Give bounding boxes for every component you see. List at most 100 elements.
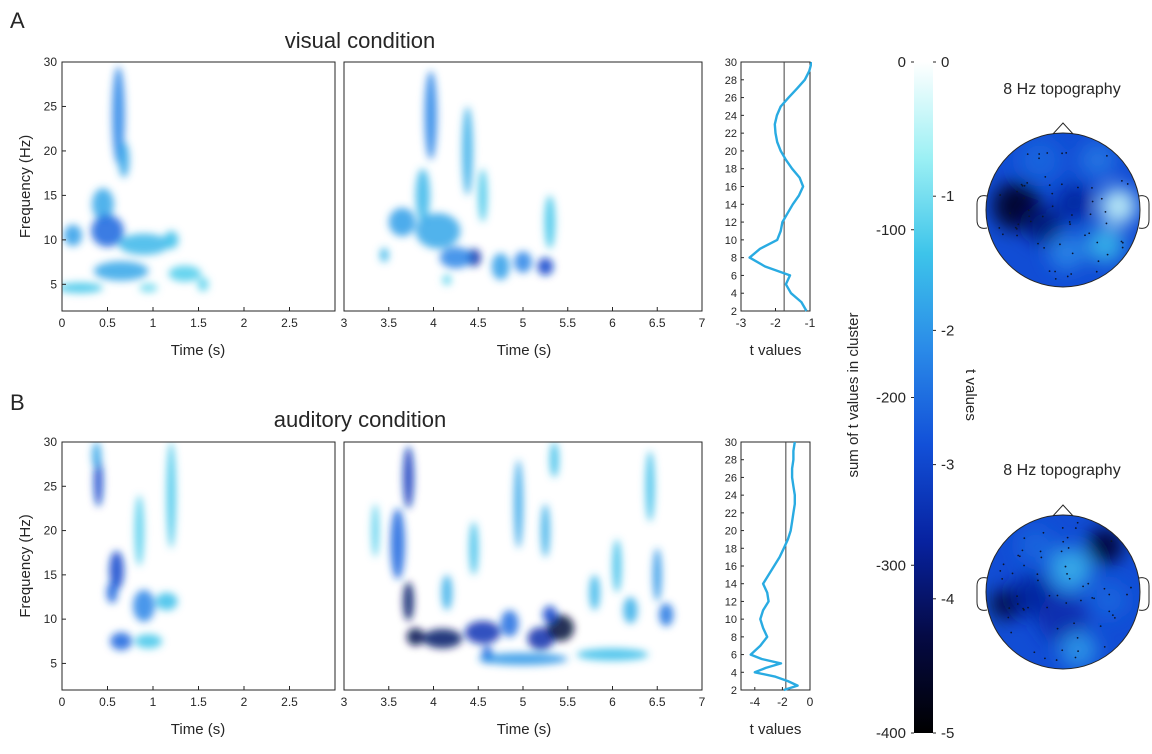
- right-ear: [1138, 195, 1150, 229]
- electrode-dot: [1043, 247, 1045, 249]
- electrode-dot: [1089, 213, 1092, 216]
- x-tick-label: 7: [699, 695, 706, 709]
- tf-cluster-blob: [540, 503, 550, 558]
- electrode-dot: [1130, 586, 1132, 589]
- colorbar-right-tick-label: -3: [941, 457, 954, 474]
- tf-cluster-blob: [112, 66, 125, 165]
- topography-field: [986, 133, 1140, 287]
- electrode-dot: [1016, 603, 1019, 605]
- electrode-dot: [1091, 186, 1093, 189]
- topography-spot: [1038, 594, 1088, 644]
- right-ear: [1138, 577, 1150, 611]
- electrode-dot: [1061, 527, 1064, 529]
- x-tick-label: 6: [609, 316, 616, 330]
- colorbar-left-tick-label: -400: [876, 725, 906, 742]
- electrode-dot: [1056, 627, 1059, 630]
- electrode-dot: [1023, 608, 1025, 611]
- y-tick-label: 10: [725, 614, 737, 626]
- tf-cluster-blob: [93, 457, 103, 507]
- x-tick-label: 1.5: [190, 695, 207, 709]
- electrode-dot: [1071, 252, 1074, 255]
- tf-heatmap: [92, 442, 178, 651]
- tf-cluster-blob: [134, 495, 144, 566]
- tf-cluster-blob: [388, 207, 416, 237]
- tf-cluster-blob: [514, 251, 532, 273]
- colorbar-right-label: t values: [962, 369, 979, 421]
- y-tick-label: 15: [44, 568, 58, 582]
- electrode-dot: [1017, 554, 1020, 557]
- x-axis-label: Time (s): [497, 721, 551, 738]
- topography-spot: [1056, 183, 1094, 221]
- tf-cluster-blob: [63, 224, 83, 247]
- x-tick-label: 1.5: [190, 316, 207, 330]
- tf-cluster-blob: [514, 459, 524, 549]
- x-tick-label: 2: [241, 316, 248, 330]
- nose: [1051, 122, 1075, 136]
- tf-cluster-blob: [92, 188, 114, 221]
- x-tick-label: -2: [770, 316, 781, 330]
- electrode-dot: [1087, 582, 1090, 585]
- electrode-dot: [1095, 270, 1098, 273]
- electrode-dot: [1076, 636, 1079, 639]
- x-axis-label: Time (s): [171, 721, 225, 738]
- y-tick-label: 18: [725, 543, 737, 555]
- y-tick-label: 16: [725, 182, 737, 194]
- electrode-dot: [1091, 596, 1094, 599]
- electrode-dot: [1121, 241, 1124, 244]
- tf-cluster-blob: [424, 70, 438, 160]
- tf-cluster-blob: [623, 597, 638, 624]
- electrode-dot: [1008, 607, 1011, 609]
- electrode-dot: [1105, 154, 1108, 157]
- colorbar-right-tick-label: -1: [941, 188, 954, 205]
- y-tick-label: 28: [725, 75, 737, 87]
- electrode-dot: [1126, 593, 1128, 596]
- electrode-dot: [1093, 597, 1095, 600]
- x-axis-label: Time (s): [171, 342, 225, 359]
- panel-label-b: B: [10, 390, 25, 415]
- y-tick-label: 20: [44, 144, 58, 158]
- colorbar-right-tick-label: 0: [941, 54, 949, 71]
- tf-cluster-blob: [576, 648, 649, 661]
- electrode-dot: [1097, 260, 1100, 263]
- electrode-dot: [1054, 277, 1057, 280]
- tf-cluster-blob: [110, 632, 133, 651]
- electrode-dot: [1065, 602, 1068, 604]
- electrode-dot: [1054, 270, 1056, 273]
- electrode-dot: [1066, 275, 1069, 278]
- tf-cluster-blob: [549, 442, 559, 478]
- electrode-dot: [1048, 184, 1051, 187]
- electrode-dot: [1062, 540, 1065, 543]
- electrode-dot: [1028, 215, 1031, 218]
- electrode-dot: [1044, 657, 1046, 660]
- electrode-dot: [1048, 594, 1051, 597]
- electrode-dot: [1100, 197, 1103, 200]
- electrode-dot: [1120, 179, 1123, 182]
- x-tick-label: -3: [736, 316, 747, 330]
- x-tick-label: 6.5: [649, 316, 666, 330]
- electrode-dot: [1021, 184, 1024, 187]
- y-tick-label: 10: [44, 233, 58, 247]
- electrode-dot: [1088, 232, 1091, 235]
- topography-spot: [1079, 141, 1117, 179]
- tf-cluster-blob: [106, 581, 118, 604]
- y-tick-label: 15: [44, 188, 58, 202]
- tf-cluster-blob: [589, 574, 600, 611]
- y-axis-label: Frequency (Hz): [17, 514, 34, 617]
- electrode-dot: [1113, 616, 1116, 619]
- electrode-dot: [1037, 242, 1039, 245]
- tf-cluster-blob: [464, 620, 501, 644]
- colorbar-left-label: sum of t values in cluster: [845, 312, 862, 477]
- electrode-dot: [1016, 595, 1018, 598]
- colorbar-left-tick-label: -300: [876, 557, 906, 574]
- electrode-dot: [1026, 182, 1029, 184]
- electrode-dot: [1064, 565, 1067, 568]
- electrode-dot: [1065, 151, 1068, 154]
- x-tick-label: 3.5: [380, 316, 397, 330]
- x-tick-label: 5.5: [559, 316, 576, 330]
- x-tick-label: 2.5: [281, 695, 298, 709]
- topography-spot: [1017, 527, 1055, 565]
- tf-cluster-blob: [491, 253, 510, 280]
- y-tick-label: 30: [44, 55, 58, 69]
- profile-line: [749, 441, 799, 692]
- tf-cluster-blob: [132, 589, 155, 622]
